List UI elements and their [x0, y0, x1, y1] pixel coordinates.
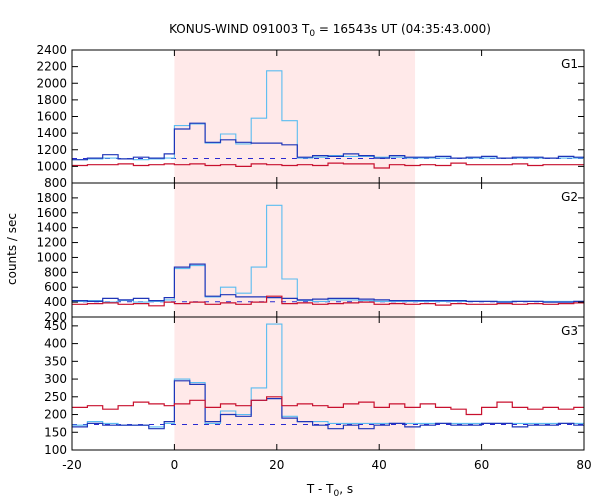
y-tick-label: 1400 [36, 126, 67, 140]
y-tick-label: 200 [44, 310, 67, 324]
y-tick-label: 300 [44, 372, 67, 386]
series-light-blue-histogram [72, 204, 584, 303]
x-tick-label: 0 [171, 458, 179, 472]
y-tick-label: 350 [44, 354, 67, 368]
y-tick-label: 2000 [36, 76, 67, 90]
y-tick-label: 150 [44, 425, 67, 439]
plot-area: 80010001200140016001800200022002400G1200… [36, 43, 591, 472]
series-red-histogram [72, 295, 584, 307]
y-tick-label: 250 [44, 390, 67, 404]
y-tick-label: 100 [44, 443, 67, 457]
y-tick-label: 400 [44, 295, 67, 309]
burst-interval-shade [174, 317, 416, 450]
y-tick-label: 1000 [36, 159, 67, 173]
x-tick-label: -20 [62, 458, 82, 472]
x-axis-label-subscript: 0 [334, 489, 340, 499]
x-tick-label: 80 [576, 458, 591, 472]
chart-title: KONUS-WIND 091003 T0 = 16543s UT (04:35:… [169, 22, 491, 39]
chart-title-rest: = 16543s UT (04:35:43.000) [315, 22, 491, 36]
chart-title-main: KONUS-WIND 091003 T [169, 22, 310, 36]
series-red-histogram [72, 396, 584, 416]
y-tick-label: 1200 [36, 143, 67, 157]
panel-g3: 100 150 200 250 300 350 400 450 G3 [44, 316, 585, 457]
series-dark-blue-histogram [72, 122, 584, 161]
x-tick-label: 40 [372, 458, 387, 472]
y-tick-label: 2200 [36, 60, 67, 74]
y-tick-label: 1000 [36, 250, 67, 264]
y-tick-label: 200 [44, 408, 67, 422]
y-tick-label: 2400 [36, 43, 67, 57]
y-tick-label: 1600 [36, 110, 67, 124]
y-tick-label: 450 [44, 319, 67, 333]
panel-label: G1 [561, 57, 578, 71]
y-tick-label: 800 [44, 176, 67, 190]
series-dark-blue-histogram [72, 380, 584, 430]
y-tick-label: 1400 [36, 221, 67, 235]
panel-data [72, 70, 584, 169]
burst-interval-shade [174, 183, 416, 317]
y-tick-label: 1800 [36, 93, 67, 107]
x-axis-label-rest: , s [339, 482, 353, 496]
panel-g1: 800 1000 1200 1400 1600 1800 2000 2200 2400 G1 [36, 43, 585, 190]
x-axis-label-main: T - T [306, 482, 334, 496]
x-tick-label: 20 [269, 458, 284, 472]
panel-data [72, 204, 584, 307]
burst-interval-shade [174, 50, 416, 183]
y-tick-label: 1200 [36, 236, 67, 250]
panel-frame [71, 316, 585, 451]
series-red-histogram [72, 162, 584, 169]
y-axis-label: counts / sec [5, 213, 19, 285]
y-tick-label: 1800 [36, 191, 67, 205]
chart-title-subscript: 0 [309, 29, 315, 39]
y-tick-label: 1600 [36, 206, 67, 220]
y-tick-label: 800 [44, 265, 67, 279]
panel-label: G3 [561, 324, 578, 338]
x-axis-label: T - T0, s [306, 482, 353, 499]
y-tick-label: 600 [44, 280, 67, 294]
x-tick-label: 60 [474, 458, 489, 472]
y-tick-label: 400 [44, 337, 67, 351]
series-dark-blue-histogram [72, 263, 584, 303]
panel-label: G2 [561, 190, 578, 204]
panel-data [72, 323, 584, 430]
